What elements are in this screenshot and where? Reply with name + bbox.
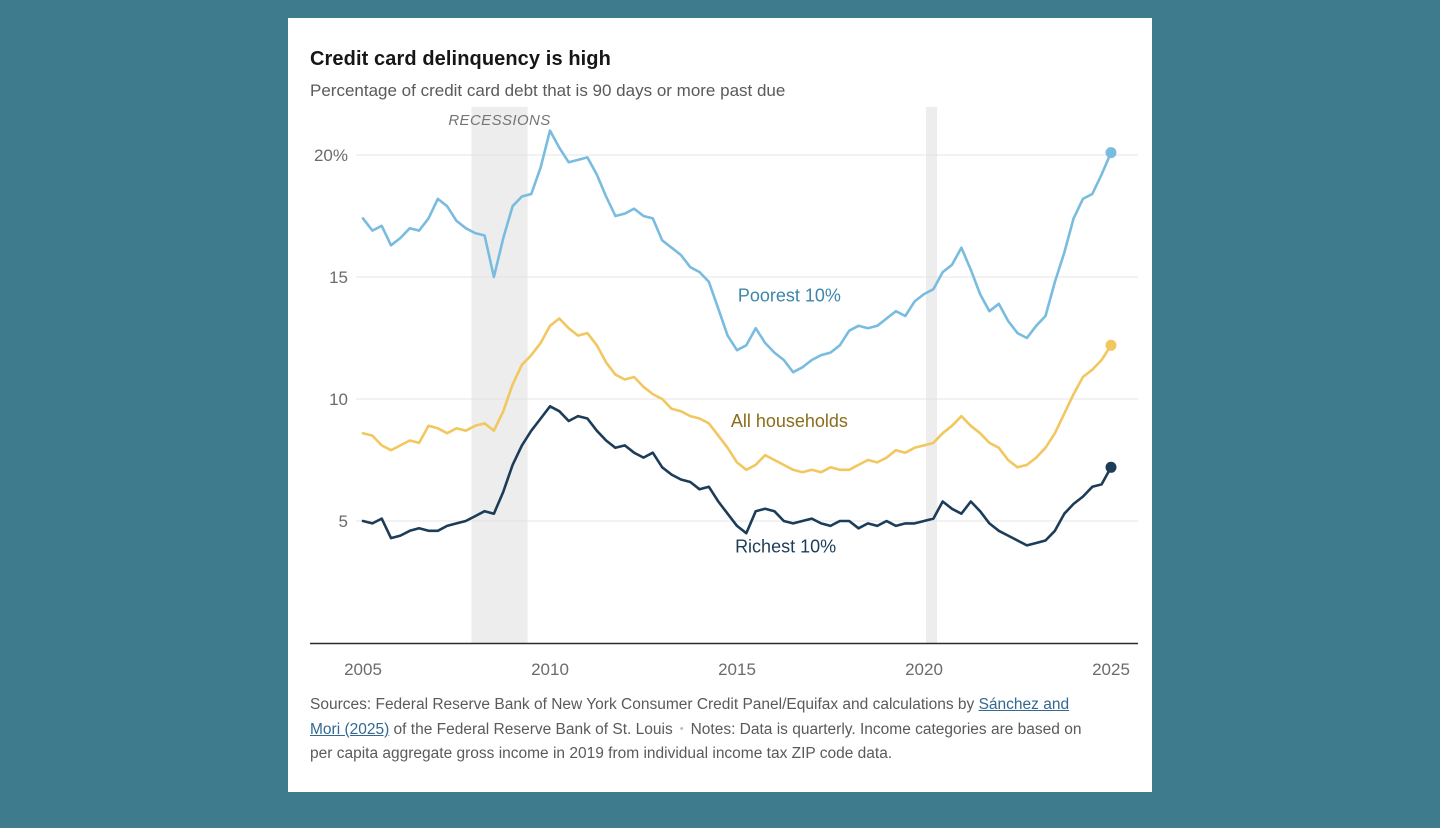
recession-band xyxy=(471,107,528,643)
series-end-dot-all-households xyxy=(1105,339,1117,351)
series-end-dot-poorest-10 xyxy=(1105,147,1117,159)
chart-card: Credit card delinquency is high Percenta… xyxy=(288,18,1152,792)
source-note: Sources: Federal Reserve Bank of New Yor… xyxy=(310,693,1102,766)
delinquency-line-chart: 20% 15 10 5 RECESSIONS 2005 2010 2015 2020 2025 Po… xyxy=(310,107,1138,679)
x-tick-label: 2020 xyxy=(905,660,943,679)
x-tick-label: 2005 xyxy=(344,660,382,679)
chart-subtitle: Percentage of credit card debt that is 9… xyxy=(310,81,786,100)
x-tick-label: 2025 xyxy=(1092,660,1130,679)
y-tick-label: 5 xyxy=(339,512,348,531)
y-tick-label: 10 xyxy=(329,390,348,409)
series-end-dot-richest-10 xyxy=(1105,461,1117,473)
series-line-richest-10 xyxy=(361,404,1113,547)
y-tick-label: 20% xyxy=(314,146,348,165)
sanchez-mori-source-link[interactable]: Sánchez and Mori (2025) xyxy=(310,696,1070,738)
sources-text: Sources: Federal Reserve Bank of New Yor… xyxy=(310,696,979,713)
y-tick-label: 15 xyxy=(329,268,348,287)
note-separator: • xyxy=(679,723,684,735)
x-tick-label: 2010 xyxy=(531,660,569,679)
notes-text: Notes: Data is quarterly. Income categor… xyxy=(310,721,1082,762)
series-label-all-households: All households xyxy=(731,411,848,431)
sources-suffix: of the Federal Reserve Bank of St. Louis xyxy=(389,721,673,738)
series-line-all-households xyxy=(361,317,1113,474)
recessions-annotation: RECESSIONS xyxy=(448,112,550,129)
chart-title: Credit card delinquency is high xyxy=(310,48,611,70)
series-line-poorest-10 xyxy=(361,129,1113,374)
series-label-richest-10: Richest 10% xyxy=(735,537,836,557)
x-tick-label: 2015 xyxy=(718,660,756,679)
series-label-poorest-10: Poorest 10% xyxy=(738,285,841,305)
recession-band xyxy=(925,107,938,643)
